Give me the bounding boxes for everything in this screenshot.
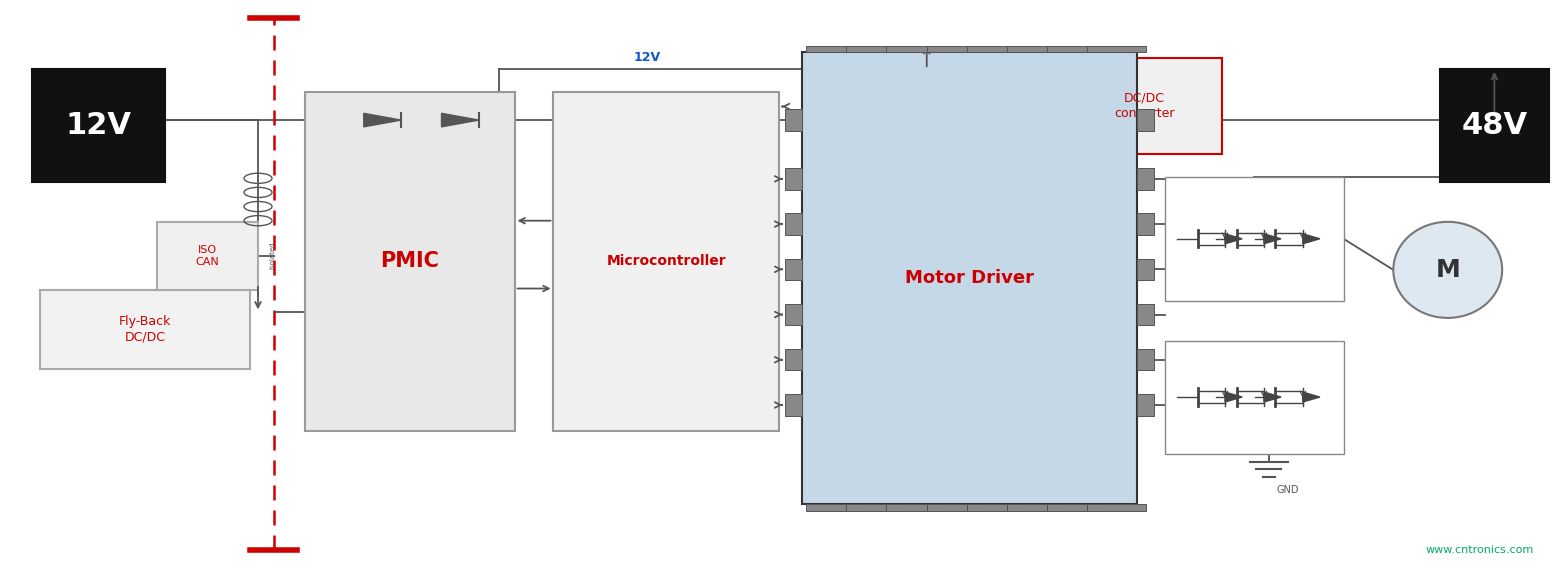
Bar	[785, 258, 802, 280]
Bar	[805, 46, 865, 52]
Text: Motor Driver: Motor Driver	[905, 269, 1035, 287]
Bar	[553, 92, 779, 431]
Polygon shape	[1264, 392, 1281, 402]
Polygon shape	[1225, 234, 1242, 244]
Bar	[33, 69, 165, 182]
Bar	[1047, 46, 1106, 52]
Text: Fly-Back
DC/DC: Fly-Back DC/DC	[118, 315, 171, 343]
Polygon shape	[1302, 234, 1320, 244]
Polygon shape	[1225, 392, 1242, 402]
Bar	[41, 290, 251, 369]
Polygon shape	[363, 113, 400, 127]
Bar	[887, 46, 946, 52]
Bar	[785, 394, 802, 416]
Text: 12V: 12V	[65, 111, 131, 140]
Bar	[785, 168, 802, 190]
Text: Microcontroller: Microcontroller	[606, 254, 726, 269]
Bar	[1006, 504, 1066, 511]
Text: www.cntronics.com: www.cntronics.com	[1426, 545, 1533, 556]
Bar	[1440, 69, 1549, 182]
Text: 12V: 12V	[633, 51, 661, 64]
Bar	[785, 214, 802, 235]
Bar	[927, 46, 986, 52]
Text: DC/DC
converter: DC/DC converter	[1114, 92, 1175, 120]
Bar	[1006, 46, 1066, 52]
Text: ISO
CAN: ISO CAN	[196, 245, 220, 266]
Bar	[305, 92, 514, 431]
Text: M: M	[1435, 258, 1460, 282]
Bar	[1047, 504, 1106, 511]
Bar	[1137, 394, 1154, 416]
Bar	[1165, 341, 1343, 454]
Bar	[846, 46, 905, 52]
Polygon shape	[1302, 392, 1320, 402]
Bar	[927, 504, 986, 511]
Text: GND: GND	[1276, 485, 1299, 495]
Bar	[805, 504, 865, 511]
Bar	[887, 504, 946, 511]
Bar	[1087, 46, 1147, 52]
Bar	[1137, 258, 1154, 280]
Bar	[846, 504, 905, 511]
Bar	[966, 504, 1025, 511]
Bar	[785, 349, 802, 370]
Ellipse shape	[1393, 222, 1502, 318]
Bar	[1165, 177, 1343, 301]
Polygon shape	[1264, 234, 1281, 244]
Bar	[785, 304, 802, 325]
Bar	[157, 222, 259, 290]
Bar	[785, 110, 802, 131]
Polygon shape	[441, 113, 478, 127]
Bar	[966, 46, 1025, 52]
Bar	[1137, 168, 1154, 190]
Bar	[1087, 504, 1147, 511]
Bar	[1137, 349, 1154, 370]
Bar	[1067, 58, 1221, 154]
Bar	[802, 52, 1137, 504]
Text: 48V: 48V	[1461, 111, 1527, 140]
Bar	[1137, 214, 1154, 235]
Text: Isolated: Isolated	[270, 242, 274, 269]
Bar	[1137, 304, 1154, 325]
Bar	[1137, 110, 1154, 131]
Text: PMIC: PMIC	[380, 252, 439, 272]
